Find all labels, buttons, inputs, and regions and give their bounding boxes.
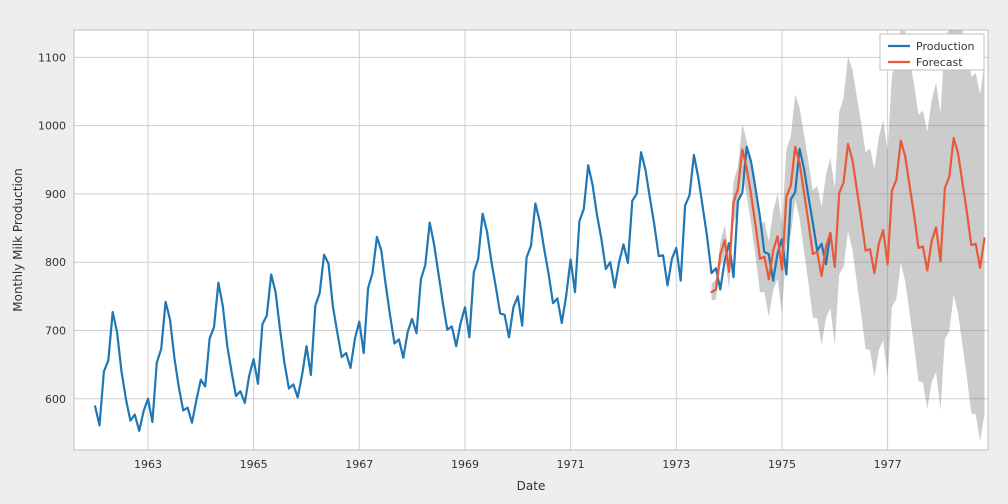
y-tick-label: 900 — [45, 188, 66, 201]
x-tick-label: 1973 — [662, 458, 690, 471]
x-tick-label: 1975 — [768, 458, 796, 471]
x-tick-label: 1965 — [240, 458, 268, 471]
x-tick-label: 1969 — [451, 458, 479, 471]
x-tick-label: 1967 — [345, 458, 373, 471]
x-tick-label: 1971 — [557, 458, 585, 471]
x-tick-label: 1977 — [874, 458, 902, 471]
y-tick-label: 800 — [45, 256, 66, 269]
y-tick-label: 1100 — [38, 51, 66, 64]
legend-label: Production — [916, 40, 975, 53]
x-axis-label: Date — [517, 479, 546, 493]
x-tick-label: 1963 — [134, 458, 162, 471]
y-tick-label: 1000 — [38, 120, 66, 133]
y-axis-label: Monthly Milk Production — [11, 168, 25, 312]
y-tick-label: 700 — [45, 324, 66, 337]
legend-label: Forecast — [916, 56, 963, 69]
milk-production-chart: 1963 1965 1967 1969 1971 1973 1975 1977 600 700 80… — [0, 0, 1008, 504]
legend: Production Forecast — [880, 34, 984, 70]
y-tick-label: 600 — [45, 393, 66, 406]
